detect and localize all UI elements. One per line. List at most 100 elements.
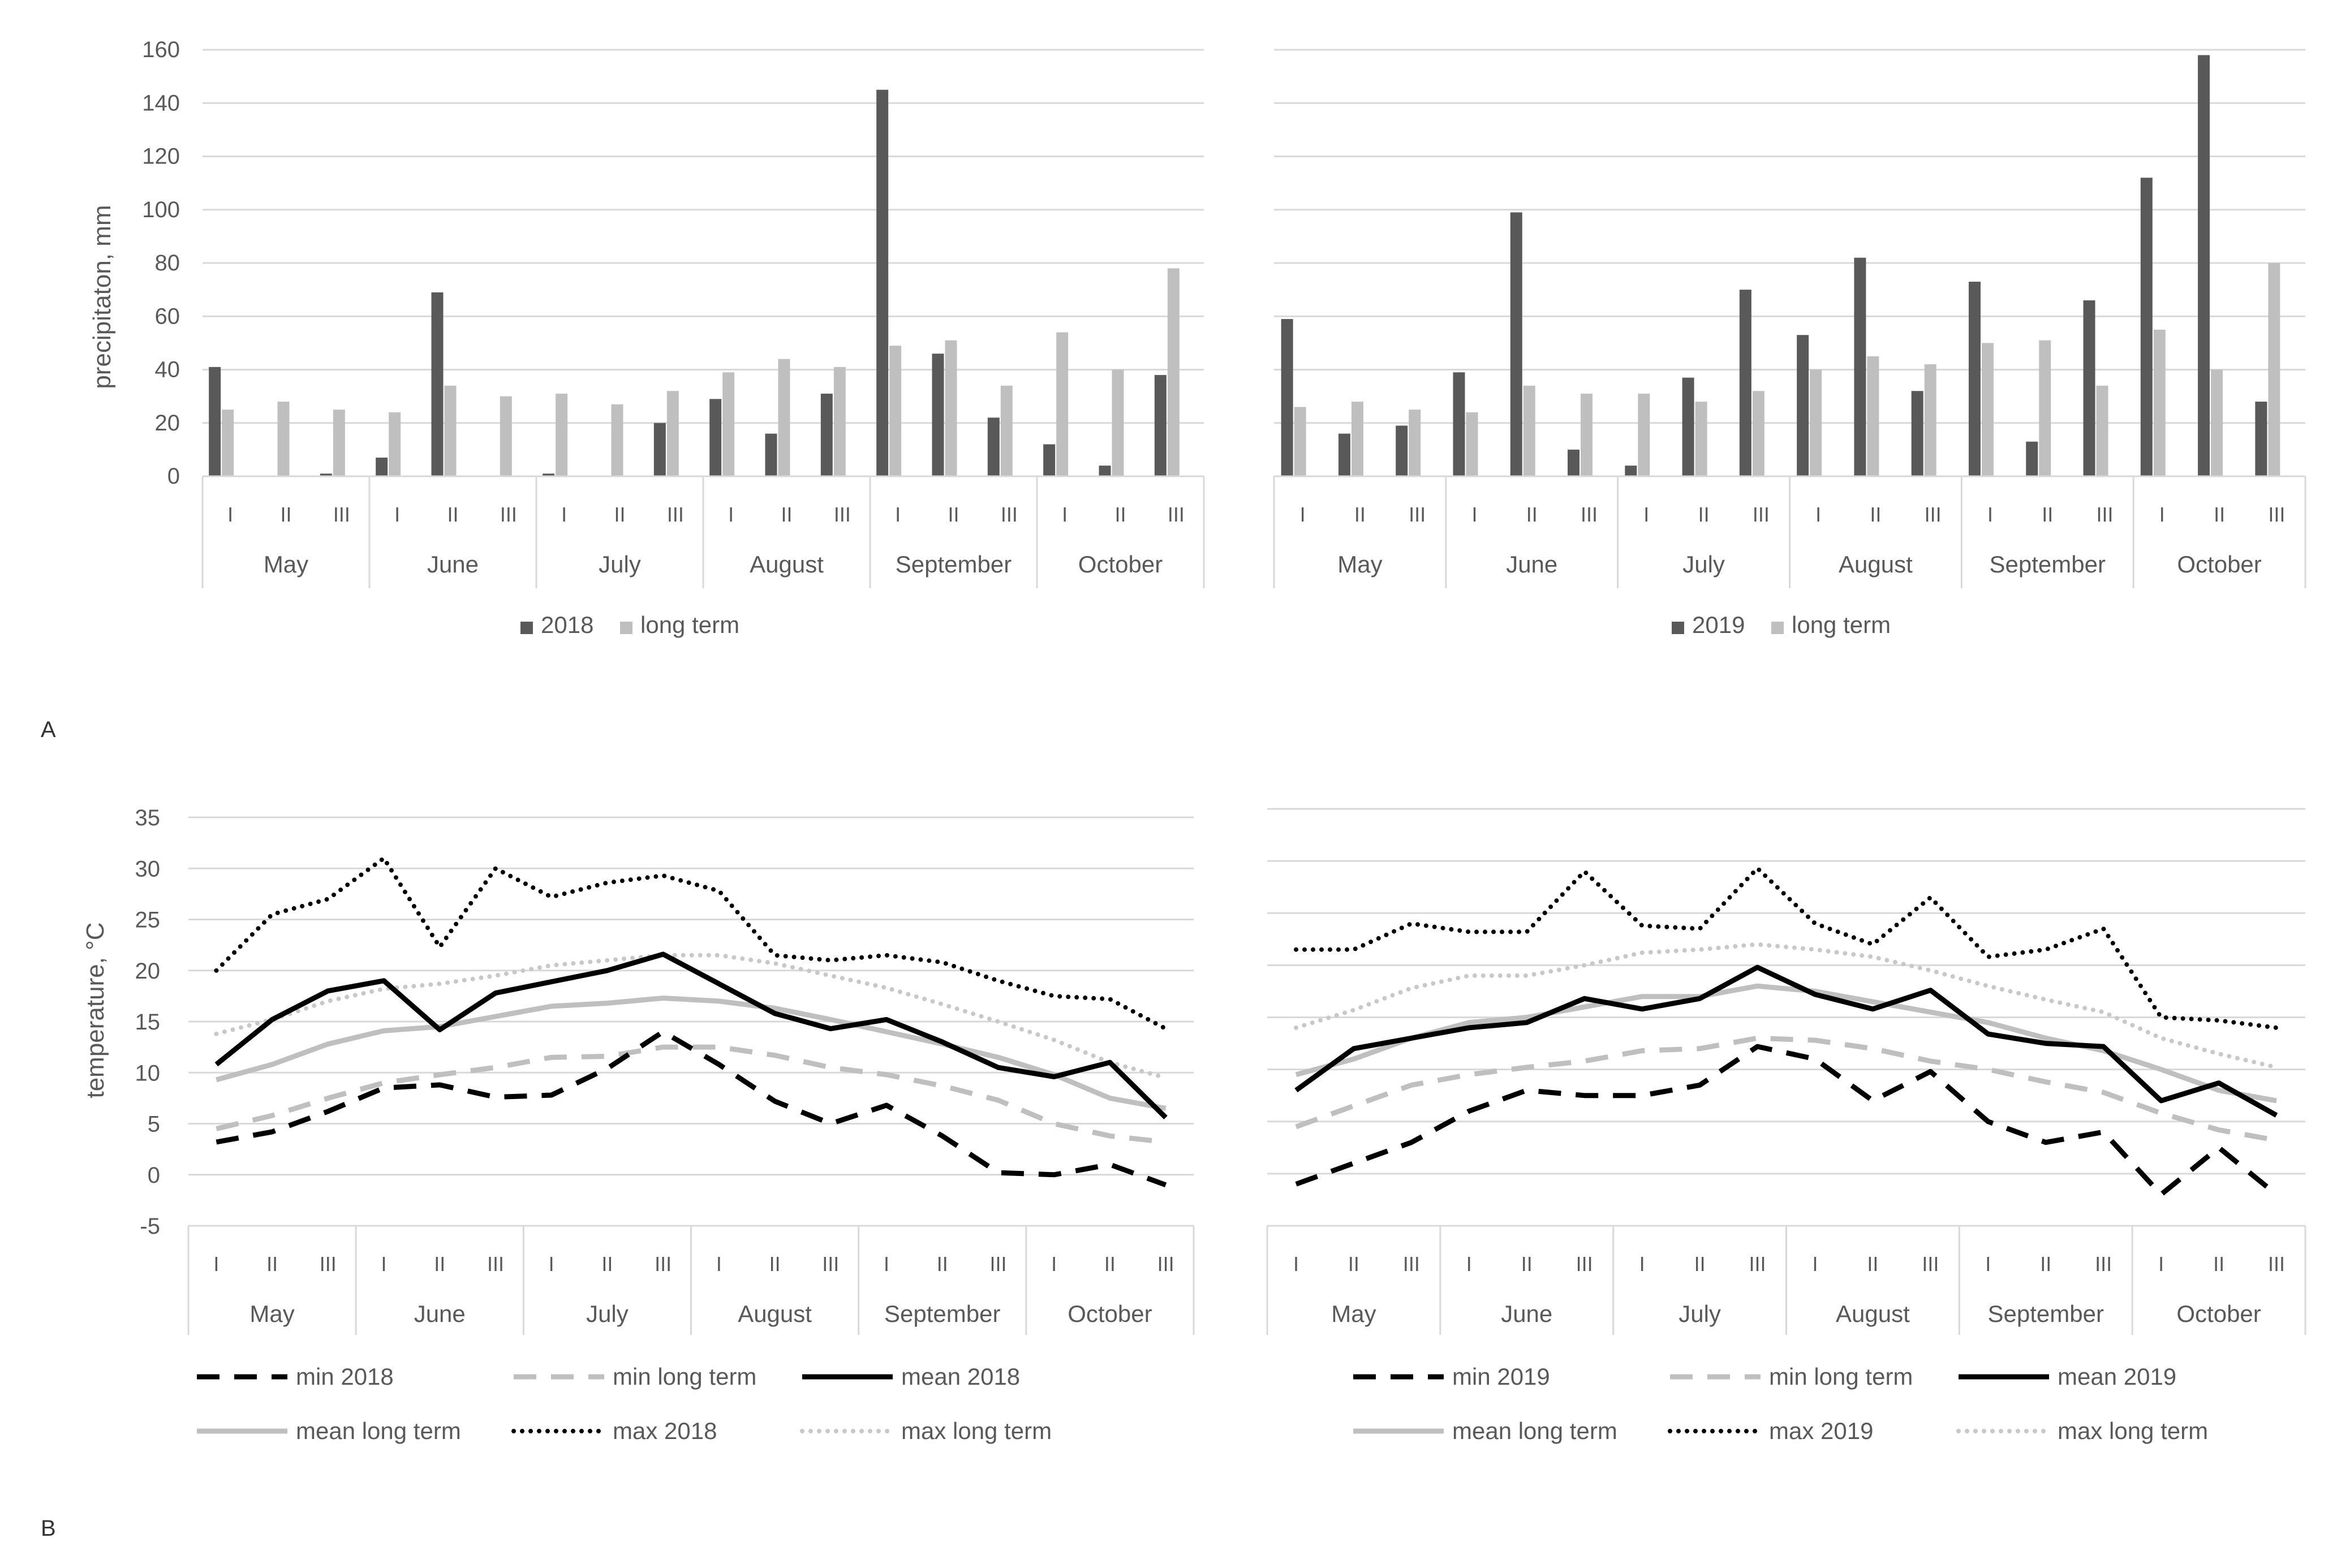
decade-tick-label: I	[1062, 503, 1068, 526]
bar-long-term	[556, 393, 568, 476]
y-tick-label: 160	[142, 37, 180, 62]
decade-tick-label: III	[333, 503, 350, 526]
decade-tick-label: I	[227, 503, 233, 526]
y-tick-label: 20	[135, 959, 161, 984]
decade-tick-label: III	[834, 503, 851, 526]
y-tick-label: 25	[135, 908, 161, 933]
month-label: June	[1506, 551, 1557, 578]
decade-tick-label: II	[1867, 1252, 1878, 1276]
decade-tick-label: III	[2268, 503, 2285, 526]
bar-long-term	[1409, 410, 1421, 476]
decade-tick-label: III	[1576, 1252, 1593, 1276]
bar-observed	[765, 433, 777, 476]
legend-label: max long term	[901, 1418, 1052, 1444]
decade-tick-label: III	[1925, 503, 1942, 526]
y-tick-label: 35	[135, 805, 161, 830]
decade-tick-label: III	[1409, 503, 1426, 526]
bar-observed	[2255, 402, 2267, 476]
y-tick-label: -5	[140, 1214, 160, 1239]
bar-observed	[1797, 335, 1809, 476]
decade-tick-label: II	[781, 503, 792, 526]
bar-long-term	[2096, 385, 2108, 476]
series-line-max-2018	[214, 856, 1168, 1031]
decade-tick-label: I	[884, 1252, 889, 1276]
decade-tick-label: III	[989, 1252, 1006, 1276]
bar-long-term	[1867, 356, 1879, 476]
legend-label: long term	[640, 611, 739, 638]
y-tick-label: 80	[155, 251, 180, 275]
bar-long-term	[1523, 385, 1535, 476]
month-label: October	[2177, 551, 2261, 578]
panel-label-b: B	[41, 1516, 56, 1541]
bar-observed	[1154, 374, 1167, 476]
bar-long-term	[1695, 402, 1707, 476]
bar-observed	[1911, 391, 1923, 476]
y-tick-label: 140	[142, 91, 180, 115]
decade-tick-label: II	[2213, 1252, 2224, 1276]
decade-tick-label: I	[561, 503, 567, 526]
decade-tick-label: I	[1639, 1252, 1645, 1276]
y-tick-label: 0	[167, 464, 180, 489]
legend-label: min 2019	[1452, 1363, 1550, 1390]
bar-observed	[876, 89, 889, 476]
legend-label: min 2018	[296, 1363, 394, 1390]
decade-tick-label: I	[716, 1252, 722, 1276]
decade-tick-label: II	[1114, 503, 1126, 526]
bar-long-term	[778, 359, 790, 476]
legend-label: mean long term	[1452, 1418, 1617, 1444]
series-line-max-long-term	[214, 953, 1168, 1080]
series-line-min-long-term	[1295, 1035, 2277, 1143]
y-tick-label: 30	[135, 856, 161, 881]
month-label: August	[738, 1300, 812, 1327]
bar-observed	[209, 367, 221, 476]
decade-tick-label: III	[1001, 503, 1018, 526]
decade-tick-label: III	[1403, 1252, 1420, 1276]
bar-observed	[1682, 377, 1694, 476]
decade-tick-label: I	[1985, 1252, 1991, 1276]
decade-tick-label: II	[948, 503, 959, 526]
series-line-mean-long-term	[1295, 983, 2277, 1104]
month-label: September	[884, 1300, 1000, 1327]
decade-tick-label: III	[2097, 503, 2114, 526]
y-tick-label: 0	[148, 1163, 160, 1188]
bar-observed	[2083, 300, 2095, 476]
decade-tick-label: II	[434, 1252, 445, 1276]
decade-tick-label: II	[1698, 503, 1710, 526]
decade-tick-label: III	[655, 1252, 672, 1276]
bar-observed	[1043, 444, 1056, 476]
decade-tick-label: II	[1870, 503, 1881, 526]
bar-observed	[1739, 290, 1751, 476]
bar-long-term	[2211, 369, 2223, 476]
bar-observed	[1453, 372, 1465, 476]
decade-tick-label: II	[2214, 503, 2225, 526]
bar-long-term	[945, 340, 957, 476]
decade-tick-label: II	[937, 1252, 948, 1276]
legend-swatch	[1771, 622, 1784, 634]
decade-tick-label: III	[1168, 503, 1185, 526]
legend-label: 2018	[541, 611, 593, 638]
y-axis-label: precipitaton, mm	[88, 205, 116, 389]
bar-observed	[2198, 55, 2210, 477]
month-label: May	[1337, 551, 1382, 578]
month-label: July	[1678, 1300, 1721, 1327]
y-tick-label: 15	[135, 1010, 161, 1035]
bar-observed	[431, 292, 444, 476]
decade-tick-label: II	[1694, 1252, 1706, 1276]
bar-long-term	[1167, 268, 1180, 476]
bar-observed	[1625, 466, 1637, 476]
legend-label: 2019	[1692, 611, 1745, 638]
bar-long-term	[1924, 364, 1936, 476]
legend-label: min long term	[1769, 1363, 1913, 1390]
bar-observed	[2140, 178, 2153, 476]
decade-tick-label: I	[895, 503, 901, 526]
bar-observed	[932, 354, 944, 476]
decade-tick-label: III	[1157, 1252, 1174, 1276]
legend-label: long term	[1792, 611, 1891, 638]
legend-swatch	[620, 622, 632, 634]
month-label: August	[1839, 551, 1913, 578]
month-label: September	[1988, 1300, 2104, 1327]
decade-tick-label: II	[2042, 503, 2053, 526]
